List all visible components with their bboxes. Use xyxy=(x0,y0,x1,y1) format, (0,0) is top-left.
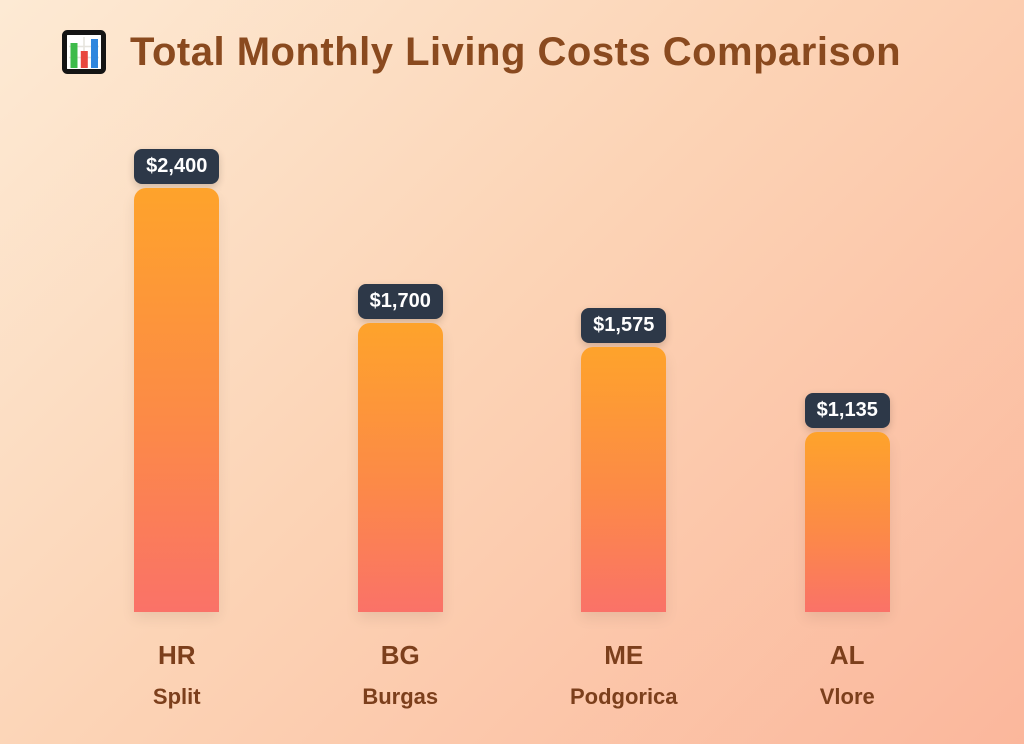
country-code-label: ME xyxy=(604,640,644,670)
bar-column: $1,700 xyxy=(289,284,513,612)
value-badge: $1,135 xyxy=(804,393,890,428)
value-badge: $1,700 xyxy=(357,284,443,319)
category-label: AL Vlore xyxy=(736,642,960,708)
city-label: Podgorica xyxy=(569,684,678,709)
city-label: Burgas xyxy=(362,684,439,709)
bar-column: $2,400 xyxy=(65,149,289,612)
chart-bar xyxy=(134,188,220,612)
city-label: Vlore xyxy=(819,684,875,709)
category-label: BG Burgas xyxy=(289,642,513,708)
value-badge: $1,575 xyxy=(581,308,667,343)
bar-chart-icon xyxy=(60,28,108,76)
bar-chart: $2,400 $1,700 $1,575 $1,135 HR Split xyxy=(0,78,1024,708)
category-label: ME Podgorica xyxy=(512,642,736,708)
city-label: Split xyxy=(152,684,201,709)
value-badge: $2,400 xyxy=(134,149,220,184)
page-title: Total Monthly Living Costs Comparison xyxy=(130,29,902,74)
chart-bar xyxy=(581,347,667,612)
page: Total Monthly Living Costs Comparison $2… xyxy=(0,0,1024,708)
country-code-label: BG xyxy=(380,640,420,670)
category-label: HR Split xyxy=(65,642,289,708)
country-code-label: HR xyxy=(157,640,196,670)
bar-column: $1,135 xyxy=(736,393,960,612)
chart-bar xyxy=(357,323,443,612)
chart-bar xyxy=(804,432,890,612)
labels-row: HR Split BG Burgas ME Podgorica AL Vlore xyxy=(0,642,1024,708)
country-code-label: AL xyxy=(829,640,865,670)
bar-column: $1,575 xyxy=(512,308,736,612)
header: Total Monthly Living Costs Comparison xyxy=(0,0,1024,78)
bars-row: $2,400 $1,700 $1,575 $1,135 xyxy=(0,78,1024,612)
